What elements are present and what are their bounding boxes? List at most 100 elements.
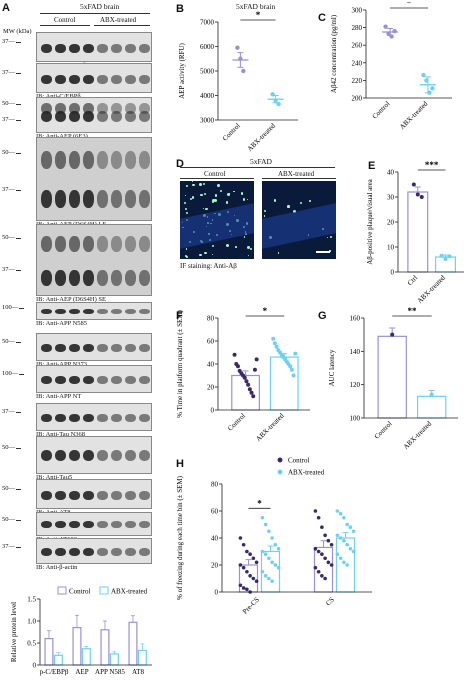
blot-band [55, 190, 66, 208]
x-tick-label: ABX-treated [246, 121, 278, 153]
blot-band [139, 450, 150, 461]
data-point [251, 556, 256, 561]
blot-band [111, 491, 122, 500]
y-tick-label: 120 [350, 381, 361, 389]
data-point [267, 556, 271, 561]
blot-band [55, 344, 66, 352]
data-point [335, 552, 340, 556]
panel-e-chart: 0 10 20 30 40 Aβ-positive plaque/visual area C… [366, 160, 464, 305]
blot-band [139, 111, 150, 122]
blot-band [69, 548, 80, 556]
y-axis-label: Relative protein level [10, 602, 18, 662]
blot-band [111, 414, 122, 422]
blot-band [97, 491, 108, 500]
panel-a-quant-chart: 0 0.5 1.0 1.5 Relative protein level p-C/EBPβ… [10, 586, 152, 676]
blot-band [83, 376, 94, 384]
data-point [260, 549, 265, 554]
blot-band [125, 450, 136, 461]
data-point [419, 195, 424, 199]
mw-marker: 50— [2, 100, 21, 108]
data-point [248, 574, 252, 578]
data-point [316, 549, 321, 554]
data-point [242, 375, 247, 380]
plaque-dot [205, 207, 208, 211]
blot-band [97, 521, 108, 528]
blot-band [69, 151, 80, 169]
plaque-dot [233, 191, 235, 193]
data-point [323, 556, 327, 561]
y-tick-label: 200 [352, 95, 363, 103]
blot-band [83, 521, 94, 528]
panel-a-letter: A [2, 2, 10, 14]
if-image-control [180, 181, 254, 259]
data-point [430, 86, 435, 91]
blot-band [97, 236, 108, 252]
blot-band [139, 414, 150, 422]
blot-band [69, 270, 80, 286]
blot-12 [36, 538, 152, 564]
data-point [272, 341, 277, 346]
blot-band [41, 103, 52, 114]
plaque-dot [228, 193, 230, 195]
blot-band [139, 75, 150, 84]
plaque-dot [330, 235, 333, 238]
panel-b-letter: B [176, 3, 184, 15]
y-tick-label: 0 [391, 269, 395, 277]
y-tick-label: 0.5 [27, 640, 36, 648]
data-point [244, 379, 249, 384]
x-tick-label: ABX-treated [402, 419, 434, 451]
plaque-dot [226, 201, 229, 204]
bar [407, 191, 429, 273]
y-axis-label: Aβ42 concentration (pg/ml) [330, 14, 338, 93]
x-tick-label: Control [226, 412, 247, 433]
blot-band [83, 190, 94, 208]
legend-label: ABX-treated [111, 588, 148, 596]
plaque-dot [199, 253, 202, 257]
plaque-dot [243, 235, 246, 238]
mw-marker: 100— [2, 370, 25, 378]
blot-band [139, 190, 150, 208]
plaque-dot [203, 192, 206, 195]
x-tick-label: AT8 [132, 668, 145, 676]
blot-band [41, 548, 52, 556]
data-point [252, 367, 257, 372]
data-point [424, 78, 429, 83]
blot-band [97, 309, 108, 314]
panel-h-chart: 0 20 40 60 80 % of freezing during each time … [176, 457, 372, 616]
blot-band [125, 190, 136, 208]
panel-f-chart: 0 20 40 60 80 % Time in platform quadrant (± … [176, 306, 310, 443]
data-point [342, 538, 346, 543]
mw-marker: 37— [2, 69, 21, 76]
panel-a-title: 5xFAD brain [80, 2, 120, 11]
significance-label: * [256, 10, 261, 20]
y-tick-label: 5000 [200, 68, 215, 76]
bar [416, 395, 447, 419]
panel-d-caption: IF staining: Anti-Aβ [180, 262, 237, 270]
data-point [392, 28, 397, 34]
y-tick-label: 100 [350, 415, 361, 423]
blot-8 [36, 403, 152, 431]
panel-a-group-line-control [40, 25, 90, 26]
blot-ib-label: IB: Anti-APP NT [36, 393, 82, 400]
blot-band [55, 111, 66, 122]
plaque-dot [199, 182, 202, 186]
data-point [235, 45, 240, 50]
blot-band [111, 521, 122, 528]
data-point [411, 182, 416, 187]
blot-band [41, 376, 52, 384]
blot-band [125, 548, 136, 556]
plaque-dot [287, 205, 290, 208]
blot-band [69, 309, 80, 314]
blot-band [111, 376, 122, 384]
mw-marker: 50— [2, 149, 21, 157]
plaque-dot [220, 189, 223, 192]
blot-ib-label: IB: Anti-APP N585 [36, 320, 88, 327]
if-image-abx [262, 181, 336, 259]
data-point [345, 542, 349, 547]
data-point [245, 549, 249, 554]
panel-d-divider [180, 167, 335, 168]
y-tick-label: 20 [207, 384, 215, 392]
x-tick-label: Ctrl [406, 274, 419, 287]
blot-band [125, 309, 136, 314]
blot-band [69, 44, 80, 53]
